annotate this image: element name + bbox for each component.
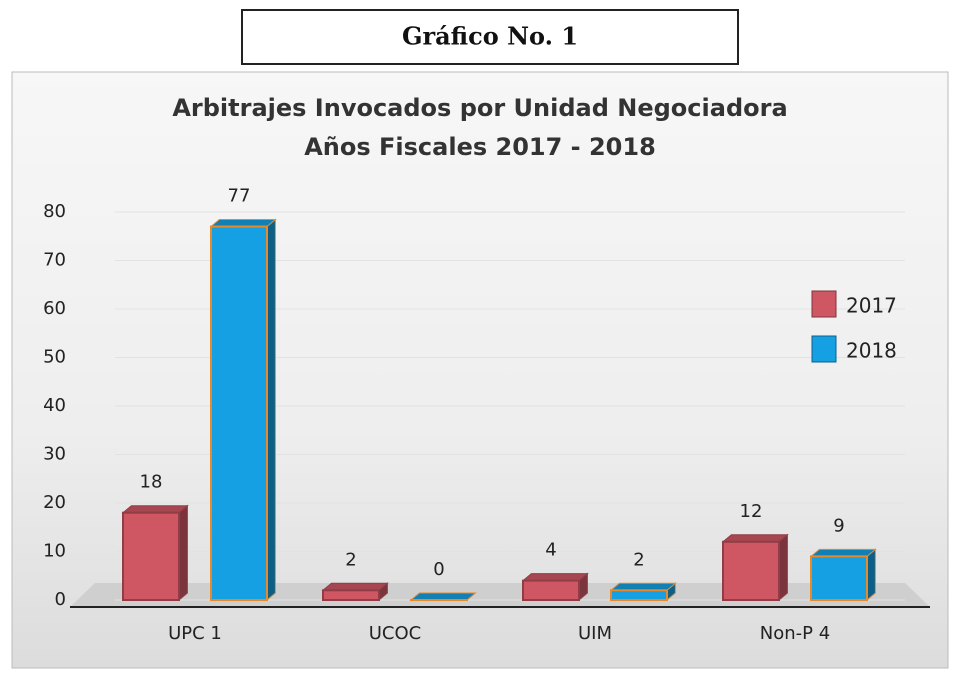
bar [811,556,867,600]
bar [123,513,179,600]
data-label: 18 [140,472,163,493]
bar [611,590,667,600]
y-tick-label: 60 [43,298,66,319]
bar-top [523,574,587,581]
data-label: 12 [740,501,763,522]
bar-side [267,220,275,600]
legend-label: 2018 [846,339,897,363]
bar [523,581,579,600]
y-tick-label: 50 [43,347,66,368]
bar [211,227,267,600]
bar-top [611,583,675,590]
data-label: 2 [345,549,356,570]
data-label: 77 [228,186,251,207]
bar-side [779,535,787,600]
x-tick-label: UIM [578,623,612,644]
y-tick-label: 20 [43,492,66,513]
data-label: 4 [545,540,556,561]
heading: Gráfico No. 1 [402,22,578,51]
bar [723,542,779,600]
legend-label: 2017 [846,294,897,318]
bar-top [811,549,875,556]
y-tick-label: 30 [43,444,66,465]
y-tick-label: 10 [43,541,66,562]
x-tick-label: UPC 1 [168,623,222,644]
data-label: 9 [833,515,844,536]
bar-top [123,506,187,513]
bar-top [723,535,787,542]
legend-swatch [812,336,836,362]
bar-top [411,593,475,600]
x-tick-label: Non-P 4 [760,623,830,644]
bar-top [211,220,275,227]
floor [70,583,930,607]
chart-title: Años Fiscales 2017 - 2018 [304,133,656,161]
bar [323,590,379,600]
bar-side [867,549,875,600]
y-tick-label: 70 [43,250,66,271]
data-label: 2 [633,549,644,570]
x-tick-label: UCOC [369,623,421,644]
data-label: 0 [433,559,444,580]
bar-side [179,506,187,600]
y-tick-label: 40 [43,395,66,416]
legend-swatch [812,291,836,317]
bar-top [323,583,387,590]
y-tick-label: 0 [55,589,66,610]
chart-title: Arbitrajes Invocados por Unidad Negociad… [172,94,787,122]
y-tick-label: 80 [43,201,66,222]
